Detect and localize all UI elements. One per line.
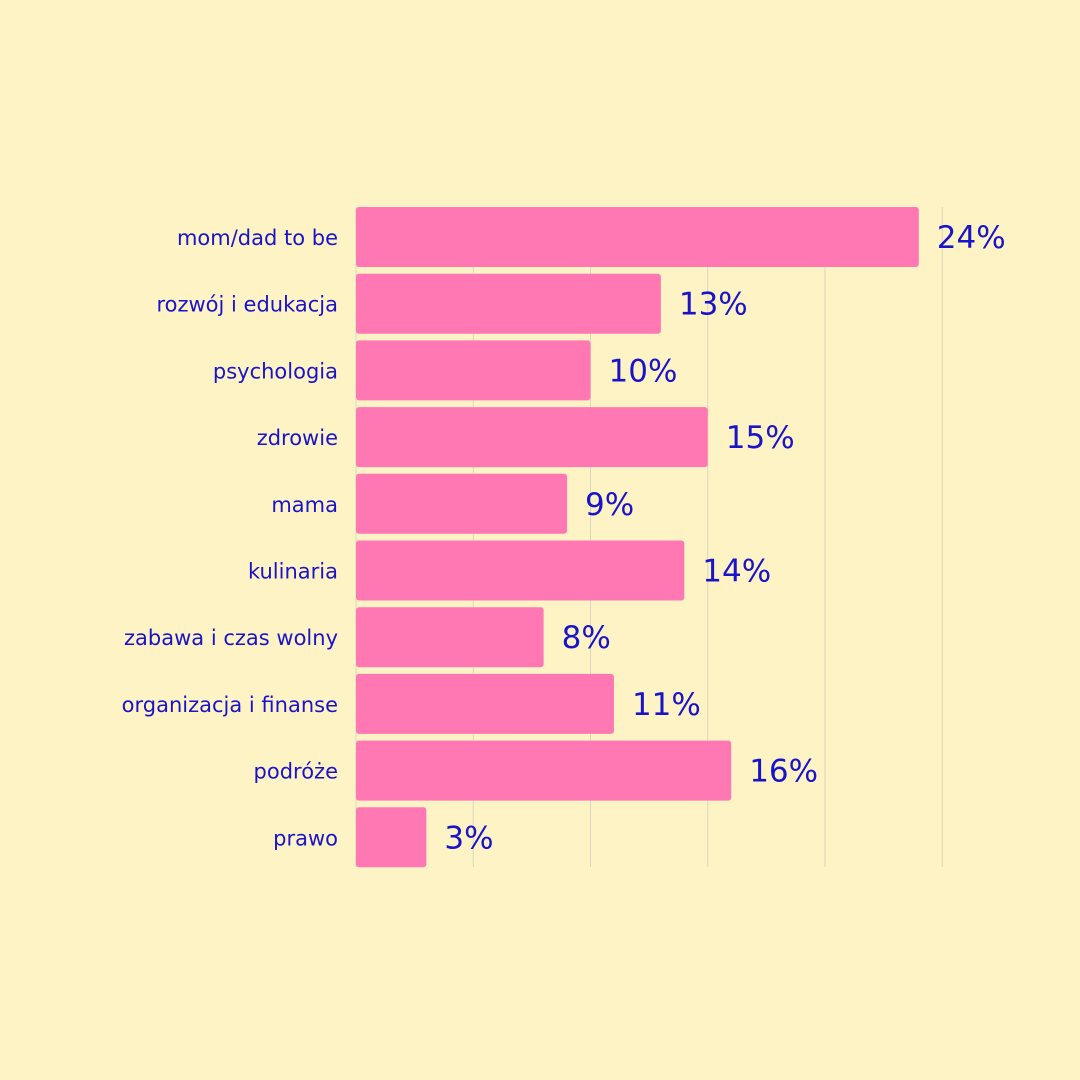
category-label: kulinaria xyxy=(248,560,338,584)
bar xyxy=(356,807,427,868)
bar xyxy=(356,740,732,801)
category-label: prawo xyxy=(273,826,338,850)
bar xyxy=(356,273,661,334)
value-label: 10% xyxy=(609,353,678,389)
value-label: 3% xyxy=(444,820,493,856)
value-label: 24% xyxy=(937,220,1006,256)
category-label: podróże xyxy=(254,760,338,784)
value-label: 11% xyxy=(632,687,701,723)
value-label: 8% xyxy=(562,620,611,656)
category-label: psychologia xyxy=(213,359,338,383)
value-label: 15% xyxy=(726,420,795,456)
bar xyxy=(356,673,614,734)
category-label: mom/dad to be xyxy=(177,226,338,250)
value-label: 9% xyxy=(585,487,634,523)
value-labels: 24% 13%10% 15% 9% 14% 8% 11% 16% 3% xyxy=(444,220,1005,856)
bar xyxy=(356,340,591,401)
bar xyxy=(356,473,568,534)
bar xyxy=(356,407,708,468)
category-label: organizacja i finanse xyxy=(122,693,338,717)
category-label: mama xyxy=(271,493,338,517)
category-label: zabawa i czas wolny xyxy=(124,626,338,650)
category-labels: mom/dad to be rozwój i edukacja psychologi… xyxy=(122,226,338,850)
bars xyxy=(356,207,919,868)
category-label: zdrowie xyxy=(257,426,338,450)
value-label: 13% xyxy=(679,287,748,323)
bar xyxy=(356,607,544,668)
value-label: 16% xyxy=(749,754,818,790)
value-label: 14% xyxy=(702,554,771,590)
category-label: rozwój i edukacja xyxy=(156,293,338,317)
bar xyxy=(356,540,685,601)
bar xyxy=(356,207,919,267)
